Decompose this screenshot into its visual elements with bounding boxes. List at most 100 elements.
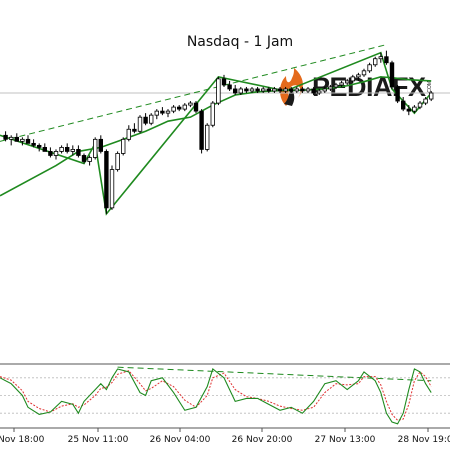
candle-body bbox=[238, 88, 243, 94]
candle-body bbox=[70, 149, 75, 152]
candle bbox=[294, 86, 299, 93]
candle bbox=[31, 139, 36, 148]
candle bbox=[8, 135, 14, 146]
candle bbox=[227, 80, 232, 91]
candle-body bbox=[356, 74, 361, 78]
candle bbox=[272, 86, 277, 93]
candle-body bbox=[328, 86, 333, 90]
candle bbox=[266, 86, 271, 93]
candle-body bbox=[104, 151, 109, 209]
candle bbox=[350, 74, 355, 83]
candle-body bbox=[53, 151, 59, 156]
candle bbox=[288, 86, 294, 93]
candle bbox=[232, 84, 238, 96]
candle-body bbox=[81, 155, 87, 162]
candle bbox=[356, 72, 361, 81]
candle bbox=[428, 90, 434, 102]
candle bbox=[20, 137, 25, 146]
candle-body bbox=[305, 88, 311, 92]
candle bbox=[322, 86, 327, 93]
candle bbox=[395, 84, 400, 104]
candle-body bbox=[272, 88, 277, 92]
candle bbox=[148, 113, 154, 126]
candle-body bbox=[182, 104, 187, 110]
candle-body bbox=[176, 106, 182, 110]
candle-body bbox=[339, 82, 344, 86]
candle-body bbox=[260, 88, 266, 92]
candle-body bbox=[65, 146, 70, 152]
candle bbox=[199, 109, 204, 154]
candle bbox=[132, 123, 137, 134]
candle-body bbox=[37, 144, 42, 148]
candle bbox=[104, 149, 109, 214]
candle-body bbox=[344, 80, 350, 84]
candle-body bbox=[428, 92, 434, 100]
candle-body bbox=[109, 169, 115, 209]
oscillator-main-line bbox=[0, 368, 432, 425]
candle-body bbox=[300, 88, 305, 92]
candle bbox=[188, 101, 193, 108]
candle-body bbox=[350, 76, 355, 82]
candle bbox=[400, 97, 406, 112]
candle bbox=[65, 143, 70, 154]
candle bbox=[389, 60, 395, 89]
candle-body bbox=[20, 138, 25, 142]
candle-body bbox=[361, 70, 367, 76]
candle bbox=[367, 62, 372, 73]
candle bbox=[193, 101, 199, 114]
candle-body bbox=[8, 136, 14, 140]
candle bbox=[378, 52, 383, 63]
candle-body bbox=[31, 142, 36, 146]
candle bbox=[255, 86, 260, 93]
candle-body bbox=[389, 62, 395, 88]
candle bbox=[143, 113, 148, 126]
candle-body bbox=[322, 88, 327, 92]
candle-body bbox=[406, 108, 411, 112]
candle bbox=[311, 86, 316, 96]
candle-body bbox=[384, 56, 389, 64]
candle bbox=[98, 135, 103, 154]
candle-body bbox=[193, 102, 199, 112]
candle bbox=[87, 155, 92, 166]
candle-body bbox=[137, 116, 143, 132]
candle-body bbox=[76, 149, 81, 156]
candle bbox=[221, 74, 227, 87]
candle bbox=[406, 105, 411, 116]
candle-body bbox=[216, 78, 221, 104]
candle bbox=[300, 86, 305, 93]
candle-body bbox=[42, 146, 47, 152]
candle-body bbox=[165, 110, 171, 114]
candle bbox=[76, 145, 81, 158]
candle-body bbox=[395, 86, 400, 102]
candle bbox=[244, 86, 249, 93]
candle-body bbox=[154, 110, 159, 116]
candle-body bbox=[121, 138, 126, 154]
candle bbox=[384, 50, 389, 65]
candle-body bbox=[244, 88, 249, 92]
candle bbox=[182, 103, 187, 112]
price-panel bbox=[0, 44, 450, 216]
candle-body bbox=[294, 88, 299, 92]
candle-body bbox=[126, 128, 131, 140]
price-trendline-dashed bbox=[0, 44, 387, 142]
candle bbox=[121, 137, 126, 156]
candle-body bbox=[227, 84, 232, 90]
candle-body bbox=[288, 88, 294, 92]
candle-body bbox=[14, 136, 19, 142]
candle bbox=[25, 135, 31, 144]
candle bbox=[154, 109, 159, 120]
x-tick-label: 27 Nov 13:00 bbox=[315, 435, 376, 445]
candle-body bbox=[400, 100, 406, 110]
candle bbox=[417, 101, 423, 110]
candle-body bbox=[87, 157, 92, 162]
candle bbox=[277, 86, 283, 93]
candle bbox=[361, 68, 367, 77]
candle-body bbox=[412, 106, 417, 112]
candle-body bbox=[367, 64, 372, 72]
candle-body bbox=[277, 88, 283, 92]
candle-body bbox=[188, 102, 193, 106]
candle-body bbox=[148, 114, 154, 124]
candle-body bbox=[132, 128, 137, 132]
oscillator-trendline-dashed bbox=[117, 366, 432, 382]
